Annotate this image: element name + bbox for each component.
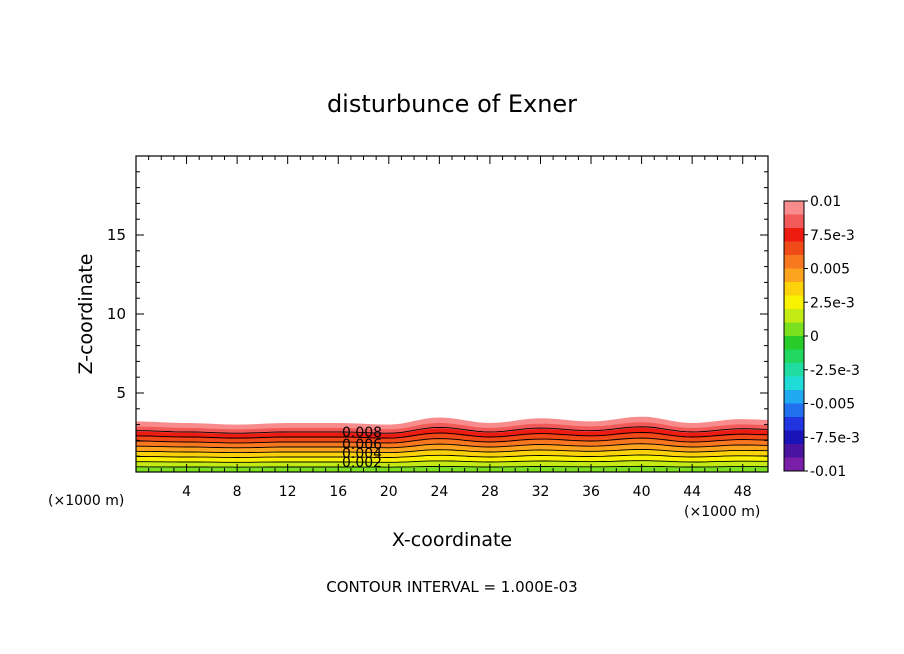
colorbar-tick-label: -2.5e-3	[810, 363, 860, 379]
colorbar-swatch	[784, 309, 804, 323]
colorbar-swatch	[784, 336, 804, 350]
contour-lines	[136, 426, 768, 468]
colorbar-swatch	[784, 417, 804, 431]
x-tick-label: 12	[279, 484, 297, 500]
y-unit-label: (×1000 m)	[684, 504, 760, 520]
x-axis-ticks: 4 8 12 16 20 24 28 32 36 40 44 48	[148, 156, 756, 500]
colorbar-swatch	[784, 457, 804, 472]
colorbar-swatch	[784, 376, 804, 391]
colorbar-swatch	[784, 430, 804, 445]
colorbar-tick-label: 0.005	[810, 262, 850, 278]
contour-line-4	[136, 448, 768, 454]
colorbar-swatch	[784, 363, 804, 377]
x-axis-label: X-coordinate	[392, 529, 512, 551]
colorbar-swatch	[784, 201, 804, 215]
contour-line-2	[136, 460, 768, 463]
x-tick-label: 32	[532, 484, 550, 500]
contour-label-0.006: 0.006	[342, 437, 382, 453]
x-tick-label: 44	[683, 484, 701, 500]
x-tick-label: 24	[430, 484, 448, 500]
contour-line-8	[136, 426, 768, 434]
x-tick-label: 8	[233, 484, 242, 500]
y-tick-label: 15	[107, 226, 126, 244]
colorbar-swatch	[784, 322, 804, 337]
contour-label-0.002: 0.002	[342, 455, 382, 471]
x-tick-label: 4	[182, 484, 191, 500]
x-unit-label: (×1000 m)	[48, 493, 124, 509]
y-tick-label: 10	[107, 305, 126, 323]
contour-line-5	[136, 443, 768, 449]
colorbar-swatch	[784, 403, 804, 418]
colorbar-tick-label: -7.5e-3	[810, 430, 860, 446]
contour-label-0.008: 0.008	[342, 425, 382, 441]
colorbar-swatch	[784, 390, 804, 404]
contour-line-6	[136, 437, 768, 444]
y-tick-label: 5	[116, 384, 126, 402]
colorbar-swatch	[784, 228, 804, 242]
colorbar	[783, 200, 805, 472]
colorbar-tick-label: 2.5e-3	[810, 295, 855, 311]
contour-line-1	[136, 465, 768, 468]
chart-title: disturbunce of Exner	[327, 90, 577, 118]
contour-interval-note: CONTOUR INTERVAL = 1.000E-03	[326, 578, 577, 596]
colorbar-tick-label: -0.005	[810, 397, 855, 413]
colorbar-swatch	[784, 282, 804, 296]
y-axis-ticks: 5 10 15	[107, 171, 768, 457]
colorbar-swatch	[784, 255, 804, 269]
colorbar-tick-label: 7.5e-3	[810, 228, 855, 244]
colorbar-swatch	[784, 295, 804, 310]
contour-label-0.004: 0.004	[342, 446, 382, 462]
x-tick-label: 40	[633, 484, 651, 500]
colorbar-tick-label: -0.01	[810, 464, 846, 480]
colorbar-swatch	[784, 241, 804, 256]
colorbar-swatch	[784, 268, 804, 283]
colorbar-tick-label: 0	[810, 329, 819, 345]
contour-line-7	[136, 431, 768, 439]
contour-line-3	[136, 454, 768, 458]
x-tick-label: 36	[582, 484, 600, 500]
y-axis-label: Z-coordinate	[75, 254, 97, 375]
x-tick-label: 28	[481, 484, 499, 500]
colorbar-labels: 0.01 7.5e-3 0.005 2.5e-3 0 -2.5e-3 -0.005 -7.5e…	[804, 194, 860, 480]
colorbar-swatch	[784, 214, 804, 229]
colorbar-tick-label: 0.01	[810, 194, 841, 210]
colorbar-swatch	[784, 444, 804, 458]
x-tick-label: 20	[380, 484, 398, 500]
x-tick-label: 16	[329, 484, 347, 500]
colorbar-swatch	[784, 349, 804, 364]
x-tick-label: 48	[734, 484, 752, 500]
